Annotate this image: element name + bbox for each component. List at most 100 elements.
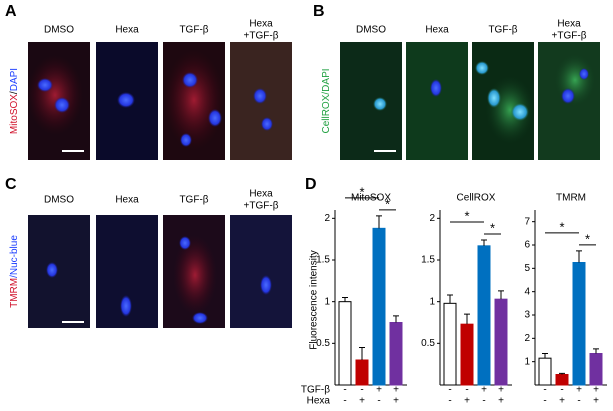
error-bar: [498, 290, 504, 300]
y-tick-label: 1: [524, 356, 530, 367]
bar: [538, 357, 552, 386]
row-label-part: DAPI: [9, 68, 20, 91]
y-tick-label: 1.5: [316, 255, 330, 266]
bar: [372, 227, 386, 386]
condition-sign: -: [577, 396, 580, 407]
condition-sign: -: [343, 396, 346, 407]
panel-label: D: [305, 176, 317, 193]
column-header: Hexa: [425, 25, 449, 36]
row-label-part: /: [9, 275, 20, 278]
panel-label: A: [5, 3, 17, 20]
significance-label: *: [359, 184, 364, 199]
micrographs: [27, 42, 600, 328]
error-bar: [464, 313, 470, 325]
condition-sign: +: [464, 396, 470, 407]
condition-sign: +: [576, 385, 582, 396]
row-label-part: MitoSOX: [9, 94, 20, 134]
row-label: MitoSOX/DAPI: [9, 68, 20, 134]
bar: [477, 245, 491, 386]
y-tick-label: 0.5: [421, 338, 435, 349]
panel-label: C: [5, 176, 17, 193]
bar: [572, 262, 586, 386]
column-header: DMSO: [44, 25, 74, 36]
condition-sign: +: [593, 385, 599, 396]
error-bar: [393, 315, 399, 323]
condition-sign: +: [498, 385, 504, 396]
y-tick-label: 2: [524, 333, 530, 344]
condition-sign: +: [559, 396, 565, 407]
condition-sign: -: [543, 396, 546, 407]
condition-sign: +: [376, 385, 382, 396]
bar: [494, 298, 508, 386]
column-header: TGF-β: [488, 25, 517, 36]
condition-label: Hexa: [307, 396, 331, 407]
y-tick-label: 7: [524, 216, 530, 227]
column-header: Hexa: [249, 189, 273, 200]
bar: [389, 322, 403, 386]
error-bar: [593, 348, 599, 354]
row-label-part: TMRM: [9, 278, 20, 308]
row-label-part: Nuc-blue: [9, 235, 20, 275]
condition-sign: +: [498, 396, 504, 407]
condition-sign: +: [393, 396, 399, 407]
chart-title: TMRM: [556, 193, 586, 204]
bar: [355, 359, 369, 386]
column-header: Hexa: [115, 25, 139, 36]
condition-sign: -: [377, 396, 380, 407]
row-label-part: /: [321, 92, 332, 95]
bar: [460, 323, 474, 386]
condition-sign: -: [482, 396, 485, 407]
y-tick-label: 3: [524, 310, 530, 321]
y-tick-label: 5: [524, 263, 530, 274]
error-bar: [376, 215, 382, 229]
condition-sign: -: [343, 385, 346, 396]
condition-sign: +: [359, 396, 365, 407]
y-tick-label: 1: [324, 296, 330, 307]
row-label: TMRM/Nuc-blue: [9, 235, 20, 308]
y-tick-label: 4: [524, 286, 530, 297]
significance-label: *: [385, 196, 390, 211]
y-tick-label: 2: [429, 213, 435, 224]
column-header: Hexa: [249, 19, 273, 30]
condition-label: TGF-β: [301, 385, 330, 396]
bar: [555, 374, 569, 386]
bar: [338, 301, 352, 386]
significance-label: *: [585, 231, 590, 246]
error-bar: [481, 239, 487, 246]
y-tick-label: 1: [429, 296, 435, 307]
error-bar: [359, 347, 365, 360]
column-header: TGF-β: [179, 25, 208, 36]
column-header: Hexa: [115, 195, 139, 206]
condition-sign: -: [465, 385, 468, 396]
condition-sign: +: [393, 385, 399, 396]
column-header: +TGF-β: [244, 31, 279, 42]
column-header: DMSO: [356, 25, 386, 36]
bar: [443, 302, 457, 386]
condition-sign: -: [360, 385, 363, 396]
y-axis-title: Fluorescence intensity: [309, 250, 320, 350]
column-header: +TGF-β: [552, 31, 587, 42]
panel-label: B: [313, 3, 325, 20]
condition-sign: -: [448, 396, 451, 407]
row-label-part: CellROX: [321, 94, 332, 133]
y-tick-label: 6: [524, 240, 530, 251]
row-label-part: /: [9, 91, 20, 94]
column-header: Hexa: [557, 19, 581, 30]
error-bar: [542, 353, 548, 359]
y-tick-label: 2: [324, 213, 330, 224]
condition-sign: -: [560, 385, 563, 396]
error-bar: [559, 372, 565, 375]
column-header: +TGF-β: [244, 201, 279, 212]
row-label-part: DAPI: [321, 68, 332, 91]
significance-label: *: [490, 220, 495, 235]
y-tick-label: 1.5: [421, 255, 435, 266]
column-header: TGF-β: [179, 195, 208, 206]
significance-label: *: [464, 208, 469, 223]
significance-label: *: [559, 219, 564, 234]
condition-sign: -: [448, 385, 451, 396]
chart-title: CellROX: [457, 193, 496, 204]
error-bar: [342, 297, 348, 302]
error-bar: [576, 250, 582, 263]
row-label: CellROX/DAPI: [321, 68, 332, 133]
